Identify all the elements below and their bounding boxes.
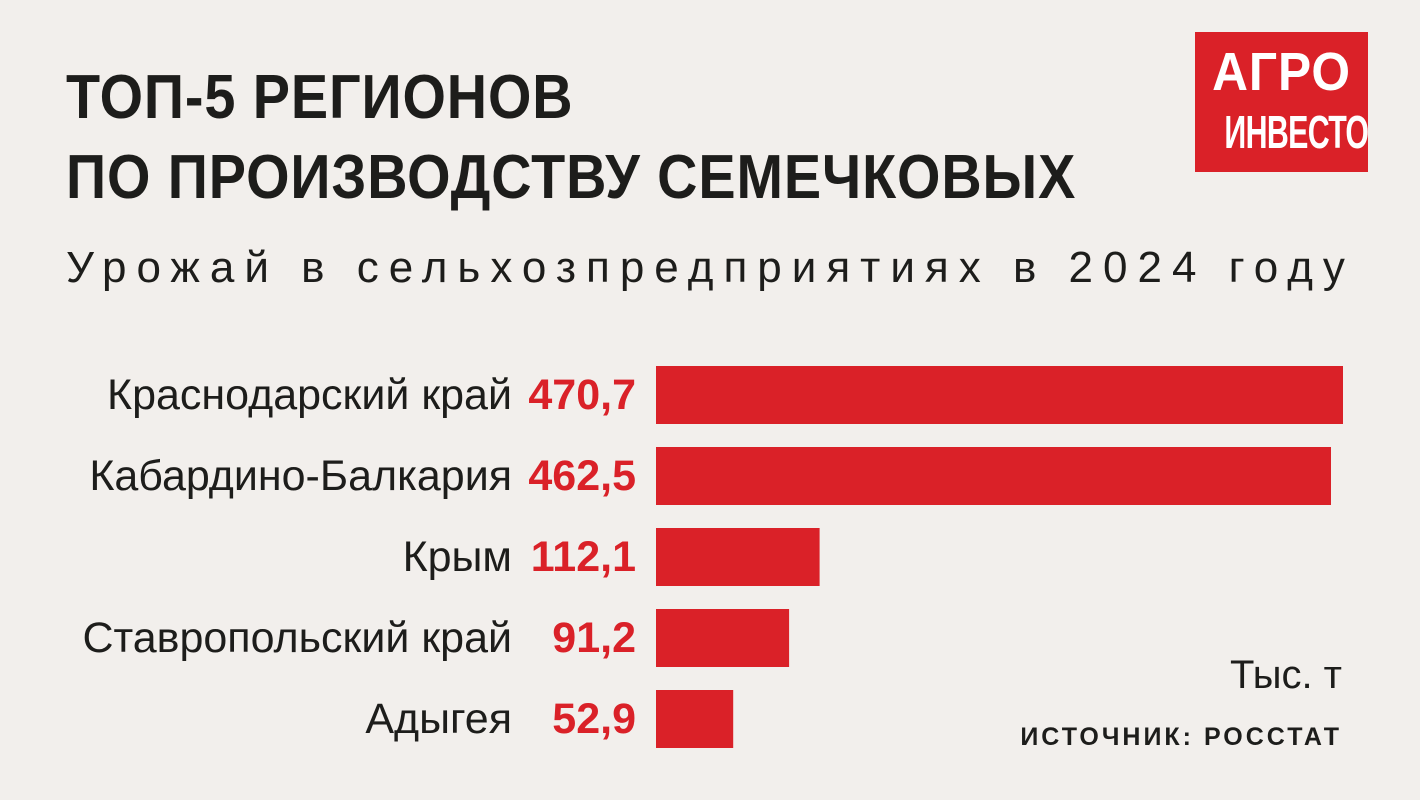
bar-2 [656, 447, 1331, 505]
value-label-3: 112,1 [531, 533, 636, 581]
source-label: ИСТОЧНИК: РОССТАТ [1020, 723, 1342, 751]
value-label-2: 462,5 [528, 452, 636, 500]
chart-subtitle: Урожай в сельхозпредприятиях в 2024 году [66, 243, 1355, 292]
category-label-4: Ставропольский край [82, 614, 512, 662]
logo-line-1: АГРО [1212, 42, 1351, 102]
bar-1 [656, 366, 1343, 424]
chart-title-line-1: ТОП-5 РЕГИОНОВ [66, 63, 574, 132]
value-label-1: 470,7 [528, 371, 636, 419]
chart-title-line-2: ПО ПРОИЗВОДСТВУ СЕМЕЧКОВЫХ [66, 143, 1077, 212]
bar-4 [656, 609, 790, 667]
category-label-1: Краснодарский край [107, 371, 512, 419]
value-label-4: 91,2 [552, 614, 636, 662]
category-label-3: Крым [403, 533, 512, 581]
bar-3 [656, 528, 820, 586]
bar-5 [656, 690, 734, 748]
unit-label: Тыс. т [1230, 653, 1342, 697]
category-label-2: Кабардино-Балкария [89, 452, 512, 500]
value-label-5: 52,9 [552, 695, 636, 743]
agroinvestor-logo: АГРО ИНВЕСТОР [1195, 32, 1368, 172]
chart-title: ТОП-5 РЕГИОНОВ ПО ПРОИЗВОДСТВУ СЕМЕЧКОВЫ… [66, 58, 1076, 218]
category-label-5: Адыгея [365, 695, 512, 743]
